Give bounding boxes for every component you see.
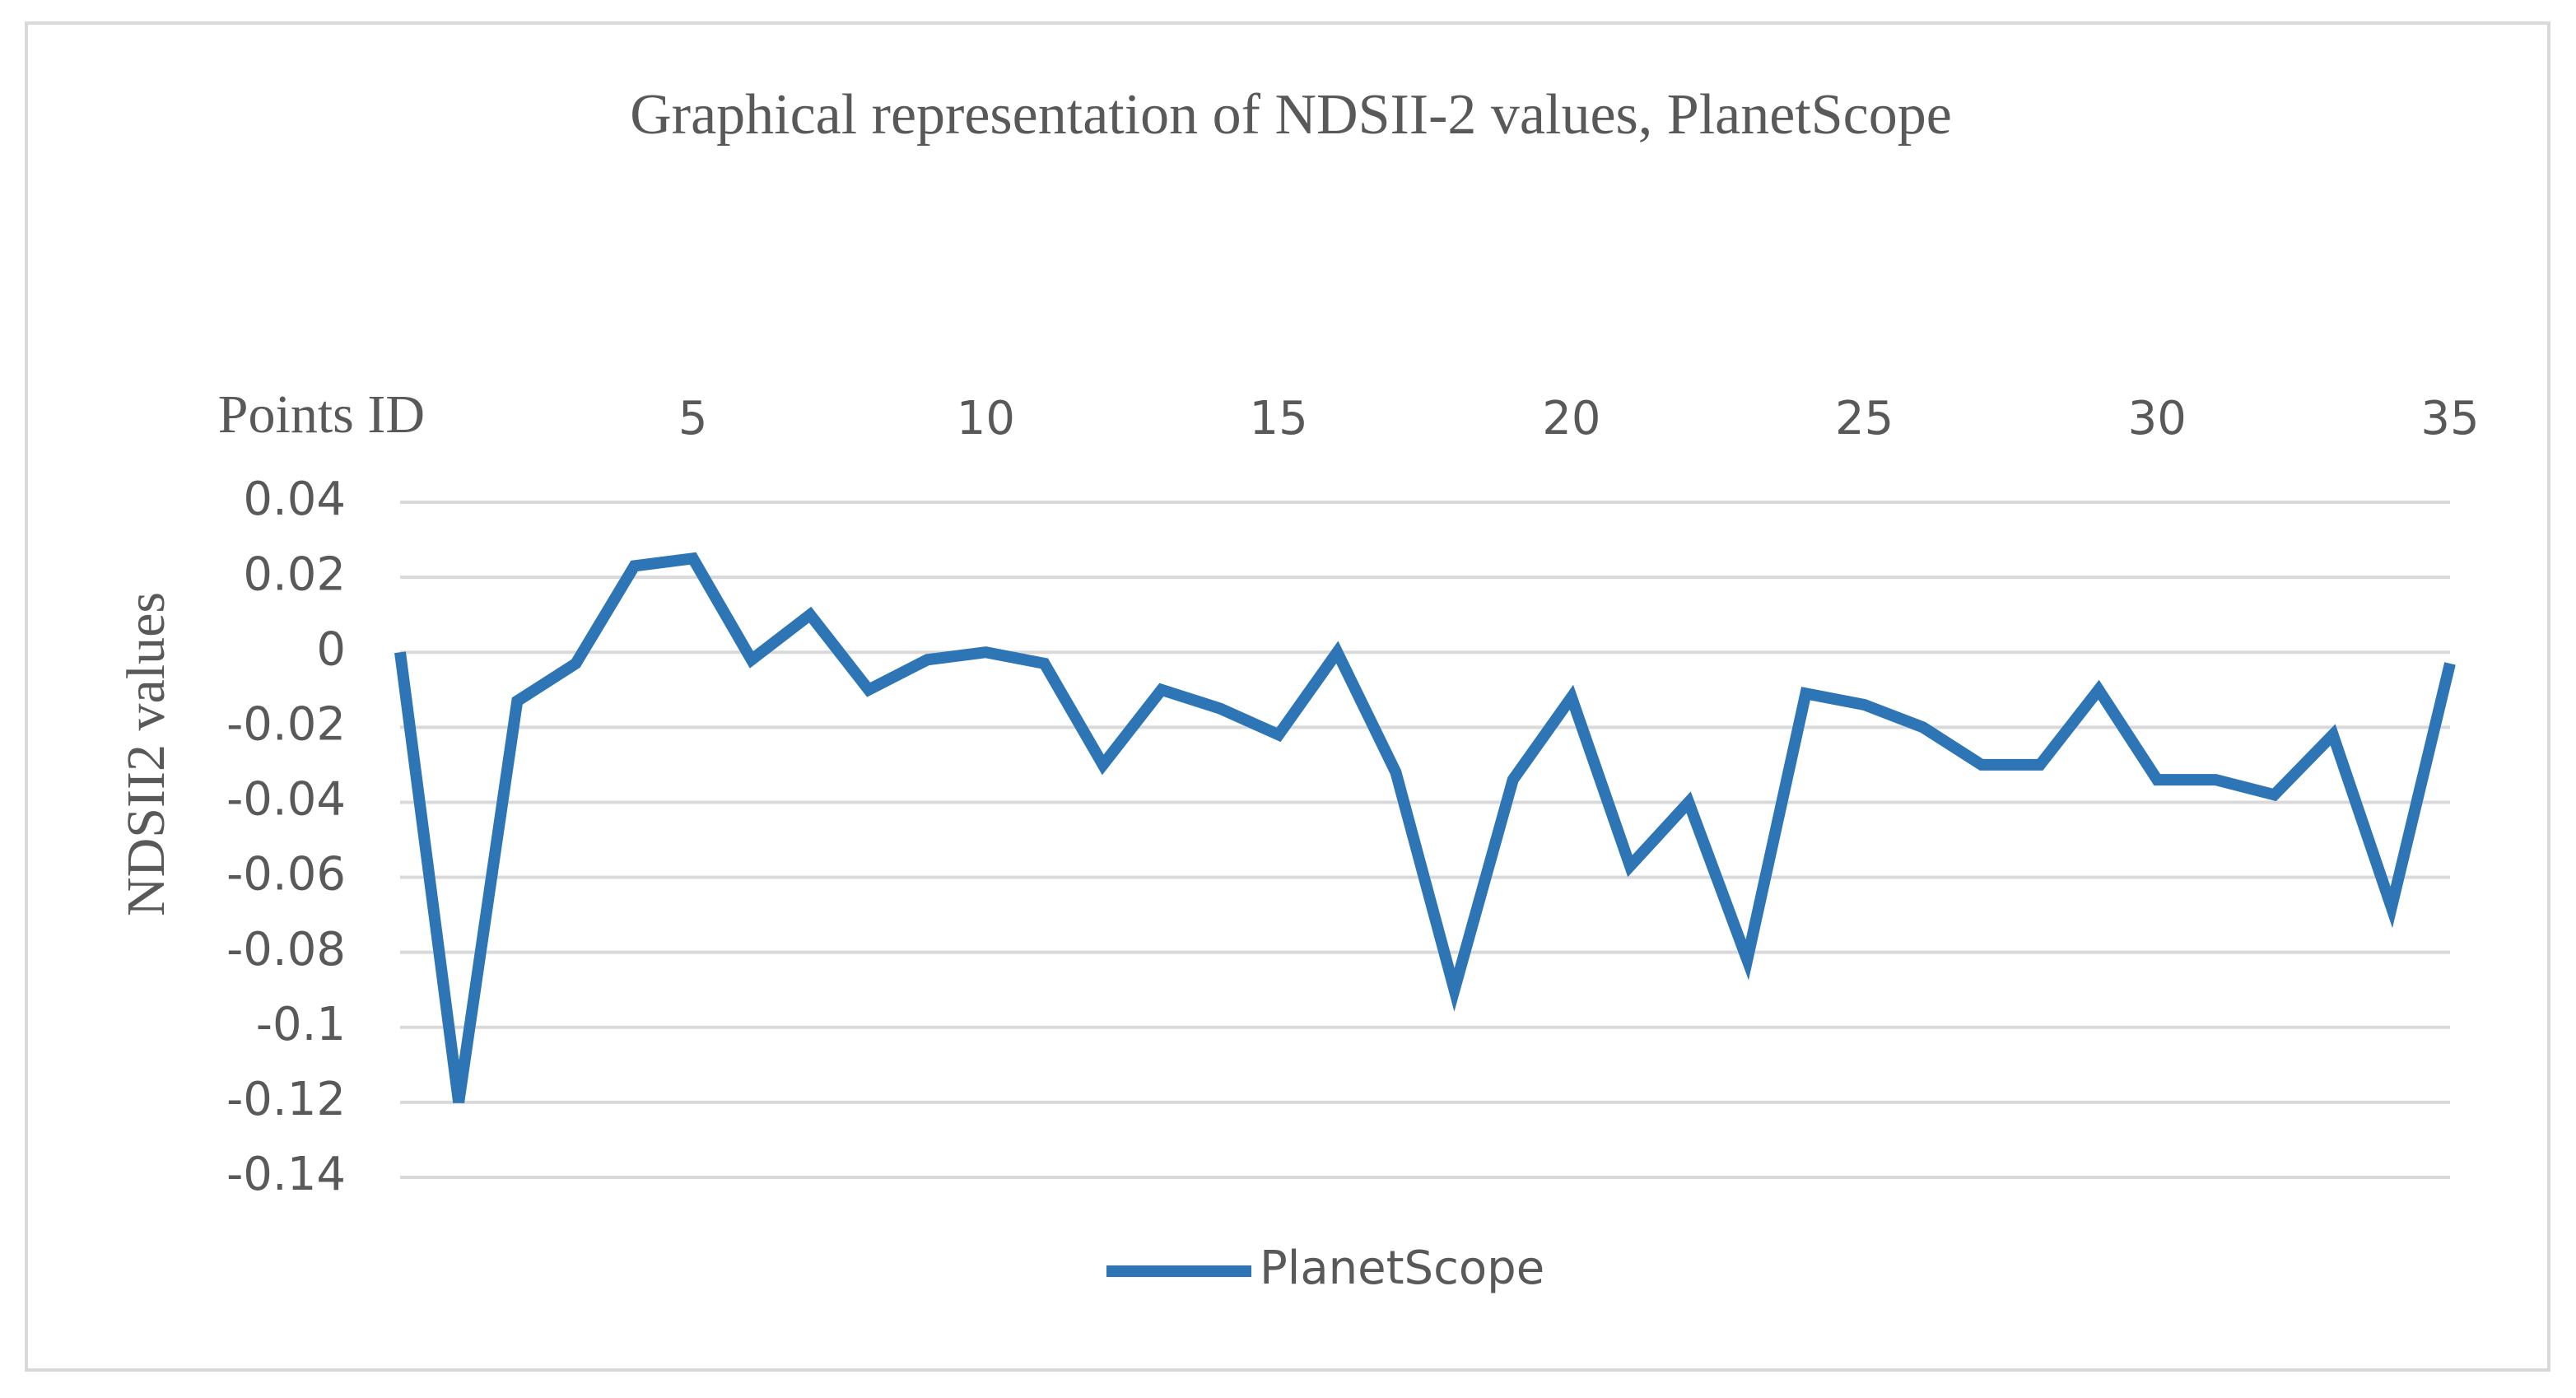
y-tick-label: -0.14 [226,1148,346,1201]
y-tick-label: -0.02 [226,697,346,751]
chart-title: Graphical representation of NDSII-2 valu… [630,83,1952,147]
y-tick-label: 0.04 [243,473,346,526]
y-tick-label: -0.1 [256,998,346,1051]
y-tick-label: 0 [316,622,346,676]
chart-border [25,21,2550,1372]
x-tick-label: 25 [1835,392,1894,445]
x-tick-label: 5 [678,392,708,445]
x-tick-label: 30 [2128,392,2187,445]
x-axis-title: Points ID [218,384,425,445]
y-tick-label: -0.12 [226,1073,346,1126]
x-tick-label: 10 [957,392,1015,445]
x-tick-label: 20 [1542,392,1600,445]
data-line [394,552,2456,1103]
legend-label: PlanetScope [1260,1242,1544,1295]
y-tick-label: -0.06 [226,848,346,902]
y-tick-label: -0.04 [226,773,346,827]
x-tick-label: 15 [1250,392,1308,445]
x-tick-label: 35 [2420,392,2479,445]
y-tick-label: -0.08 [226,923,346,976]
y-tick-label: 0.02 [243,548,346,601]
y-axis-title: NDSII2 values [116,592,176,916]
